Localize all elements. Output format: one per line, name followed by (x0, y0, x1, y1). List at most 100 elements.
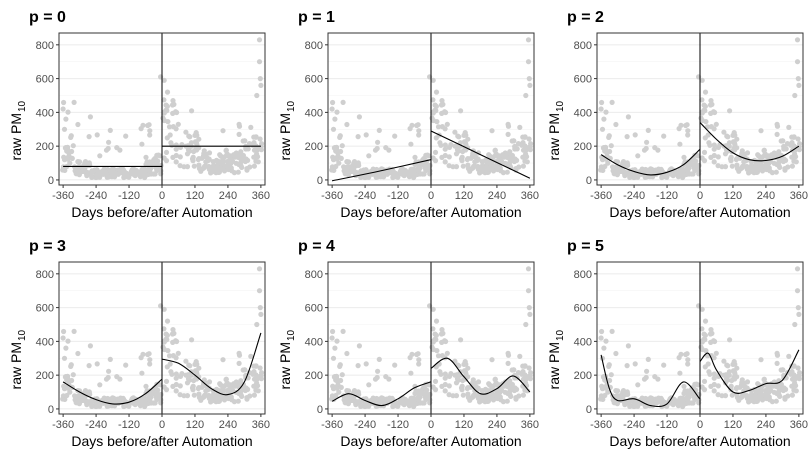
scatter-point (139, 141, 145, 147)
scatter-point (525, 59, 532, 65)
scatter-point (456, 148, 462, 154)
x-tick-label: -240 (354, 419, 376, 431)
scatter-point (75, 171, 82, 177)
scatter-point (173, 338, 179, 344)
scatter-point (699, 155, 705, 161)
scatter-point (170, 98, 176, 104)
scatter-point (699, 384, 705, 390)
scatter-point (796, 82, 802, 88)
scatter-point (153, 165, 159, 171)
scatter-point (702, 318, 709, 324)
scatter-point (258, 311, 264, 317)
scatter-point (177, 163, 183, 169)
scatter-point (731, 374, 737, 380)
scatter-point (684, 351, 690, 357)
scatter-point (608, 372, 614, 378)
x-axis-label: Days before/after Automation (609, 433, 790, 449)
scatter-point (625, 114, 632, 120)
y-axis-label-sub: 10 (555, 100, 566, 112)
scatter-point (60, 106, 66, 112)
scatter-point (734, 391, 740, 397)
scatter-point (259, 141, 265, 147)
scatter-point (166, 124, 173, 130)
scatter-point (239, 393, 245, 399)
scatter-point (236, 121, 242, 127)
scatter-point (330, 328, 336, 335)
scatter-point (600, 156, 606, 162)
scatter-point (442, 146, 448, 152)
scatter-point (106, 403, 112, 409)
scatter-point (332, 374, 338, 380)
scatter-point (677, 141, 683, 147)
scatter-point (430, 155, 436, 161)
scatter-point (375, 139, 381, 145)
scatter-point (147, 168, 153, 174)
scatter-point (71, 99, 77, 105)
scatter-point (691, 394, 697, 400)
scatter-point (711, 355, 717, 361)
scatter-point (429, 115, 435, 121)
scatter-point (704, 124, 711, 130)
scatter-point (731, 145, 737, 151)
y-tick-label: 400 (36, 336, 54, 348)
scatter-point (61, 99, 67, 106)
y-tick-label: 600 (305, 74, 323, 86)
x-tick-label: -240 (623, 190, 645, 202)
scatter-point (684, 122, 690, 128)
scatter-point (203, 392, 209, 398)
scatter-point (97, 174, 103, 180)
scatter-point (793, 383, 799, 389)
scatter-point (606, 134, 612, 140)
scatter-point (635, 382, 641, 388)
scatter-point (711, 109, 717, 115)
scatter-point (251, 134, 257, 140)
scatter-point (719, 393, 725, 399)
scatter-point (148, 161, 154, 167)
y-tick-label: 0 (586, 175, 592, 187)
scatter-point (63, 374, 69, 380)
scatter-point (625, 343, 632, 349)
scatter-point (87, 114, 93, 120)
scatter-point (75, 400, 82, 406)
scatter-point (420, 171, 426, 177)
scatter-point (69, 155, 75, 161)
scatter-point (708, 154, 714, 160)
scatter-point (105, 145, 111, 152)
x-tick-label: 240 (219, 419, 237, 431)
scatter-point (65, 109, 71, 115)
x-tick-label: 0 (697, 190, 703, 202)
x-tick-label: 0 (428, 190, 434, 202)
scatter-point (221, 383, 227, 389)
scatter-point (699, 77, 705, 83)
scatter-point (251, 392, 257, 398)
scatter-point (87, 343, 93, 349)
scatter-point (215, 169, 222, 175)
scatter-point (363, 132, 369, 138)
scatter-point (601, 145, 607, 151)
scatter-point (648, 397, 654, 403)
scatter-point (609, 328, 615, 334)
scatter-point (173, 146, 179, 152)
scatter-point (721, 129, 727, 135)
x-tick-label: -240 (85, 419, 107, 431)
scatter-point (442, 142, 448, 148)
y-tick-label: 800 (305, 40, 323, 52)
scatter-point (101, 166, 107, 172)
scatter-point (711, 375, 717, 381)
scatter-point (223, 377, 229, 383)
scatter-point (110, 168, 116, 174)
scatter-point (415, 122, 421, 128)
scatter-point (416, 357, 422, 363)
x-tick-label: 120 (186, 190, 204, 202)
scatter-point (486, 381, 492, 387)
scatter-point (106, 139, 112, 145)
scatter-point (84, 402, 90, 408)
scatter-point (652, 145, 658, 151)
scatter-point (61, 126, 68, 132)
scatter-point (210, 163, 216, 169)
x-tick-label: 360 (252, 190, 270, 202)
scatter-point (753, 169, 760, 175)
scatter-point (755, 389, 761, 395)
scatter-point (741, 163, 747, 169)
scatter-point (411, 400, 417, 406)
